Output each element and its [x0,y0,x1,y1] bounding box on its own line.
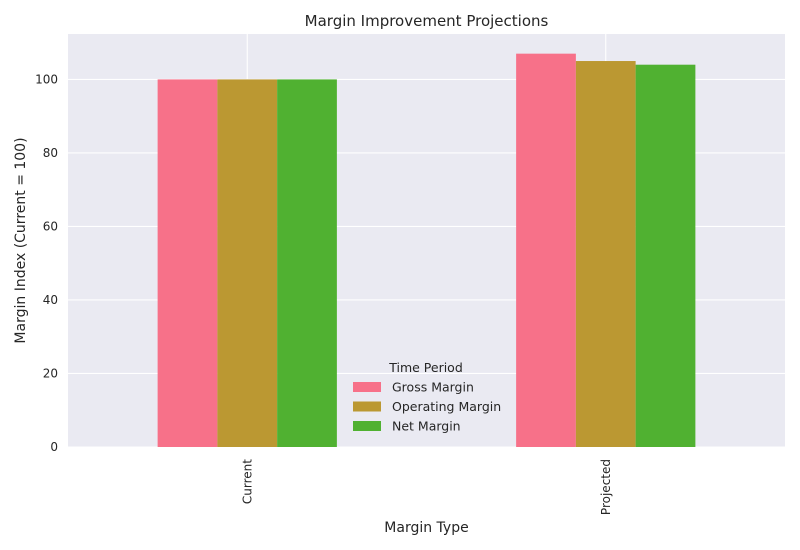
legend: Time Period Gross Margin Operating Margin… [353,360,501,434]
legend-label: Net Margin [392,419,461,434]
legend-label: Operating Margin [392,399,501,414]
legend-title: Time Period [388,360,463,375]
legend-swatch [353,421,381,431]
y-tick-label: 40 [43,293,58,307]
legend-swatch [353,382,381,392]
chart-title: Margin Improvement Projections [305,12,549,30]
bar-operating-margin-current [217,79,278,448]
legend-swatch [353,401,381,412]
y-axis-title: Margin Index (Current = 100) [13,137,29,343]
bar-operating-margin-projected [575,61,636,448]
bar-gross-margin-current [157,79,218,448]
y-tick-label: 100 [35,72,58,86]
x-axis-title: Margin Type [384,520,468,536]
bar-net-margin-current [277,79,337,448]
x-tick-label: Projected [599,459,613,515]
y-tick-label: 60 [43,219,58,233]
legend-label: Gross Margin [392,380,474,395]
x-axis-ticks: Current Projected [240,459,613,515]
bar-gross-margin-projected [516,53,576,448]
y-tick-label: 80 [43,146,58,160]
y-tick-label: 0 [50,440,58,454]
x-tick-label: Current [240,459,254,504]
bars [157,53,696,448]
y-tick-label: 20 [43,366,58,380]
y-axis-ticks: 0 20 40 60 80 100 [35,72,58,454]
bar-net-margin-projected [635,64,696,447]
